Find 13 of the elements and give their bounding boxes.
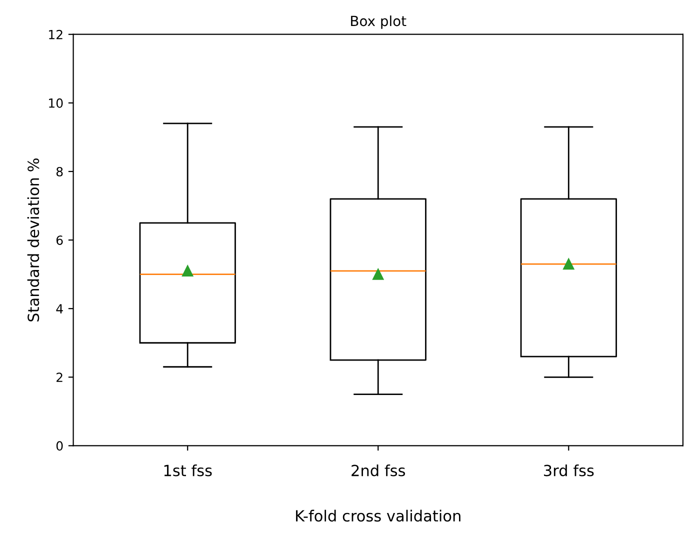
x-tick-label: 3rd fss [544, 464, 594, 476]
x-tick-label: 2nd fss [352, 464, 406, 476]
x-axis-title: K-fold cross validation [296, 510, 460, 522]
x-tick-label: 1st fss [164, 464, 212, 476]
y-tick-label: 10 [49, 98, 63, 108]
y-axis-title: Standard deviation % [27, 158, 40, 322]
y-tick-label: 6 [56, 236, 63, 245]
y-tick-label: 12 [49, 30, 62, 40]
chart-title: Box plot [351, 15, 406, 29]
y-tick-label: 8 [56, 166, 63, 176]
y-tick-label: 2 [56, 372, 62, 382]
y-tick-label: 0 [56, 441, 63, 451]
y-tick-label: 4 [56, 304, 63, 314]
